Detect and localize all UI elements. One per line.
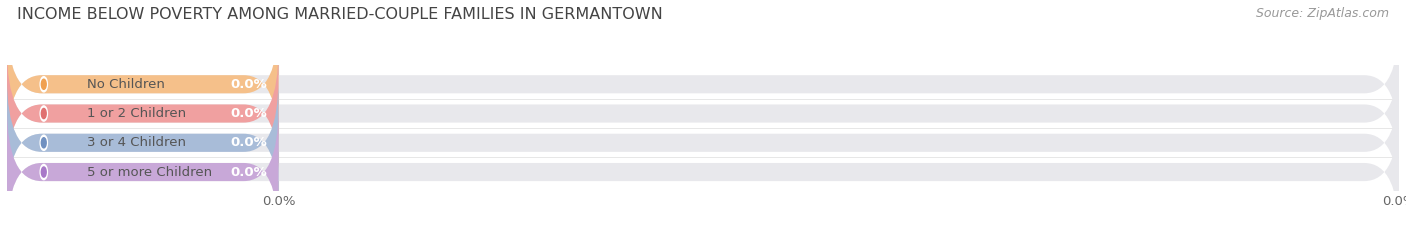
FancyBboxPatch shape: [7, 108, 278, 233]
Circle shape: [41, 106, 48, 121]
Text: 0.0%: 0.0%: [231, 107, 267, 120]
Circle shape: [41, 167, 46, 177]
FancyBboxPatch shape: [7, 79, 278, 207]
Circle shape: [41, 108, 46, 119]
Circle shape: [41, 79, 46, 89]
Text: 1 or 2 Children: 1 or 2 Children: [87, 107, 187, 120]
Text: 3 or 4 Children: 3 or 4 Children: [87, 136, 187, 149]
Text: 0.0%: 0.0%: [231, 165, 267, 178]
Circle shape: [41, 164, 48, 180]
Text: No Children: No Children: [87, 78, 166, 91]
Circle shape: [41, 138, 46, 148]
FancyBboxPatch shape: [7, 20, 278, 148]
FancyBboxPatch shape: [7, 49, 1399, 178]
FancyBboxPatch shape: [7, 20, 1399, 148]
FancyBboxPatch shape: [7, 79, 1399, 207]
Text: 0.0%: 0.0%: [231, 136, 267, 149]
Circle shape: [41, 77, 48, 92]
Text: INCOME BELOW POVERTY AMONG MARRIED-COUPLE FAMILIES IN GERMANTOWN: INCOME BELOW POVERTY AMONG MARRIED-COUPL…: [17, 7, 662, 22]
FancyBboxPatch shape: [7, 108, 1399, 233]
Circle shape: [41, 135, 48, 150]
Text: 5 or more Children: 5 or more Children: [87, 165, 212, 178]
Text: Source: ZipAtlas.com: Source: ZipAtlas.com: [1256, 7, 1389, 20]
FancyBboxPatch shape: [7, 49, 278, 178]
Text: 0.0%: 0.0%: [231, 78, 267, 91]
